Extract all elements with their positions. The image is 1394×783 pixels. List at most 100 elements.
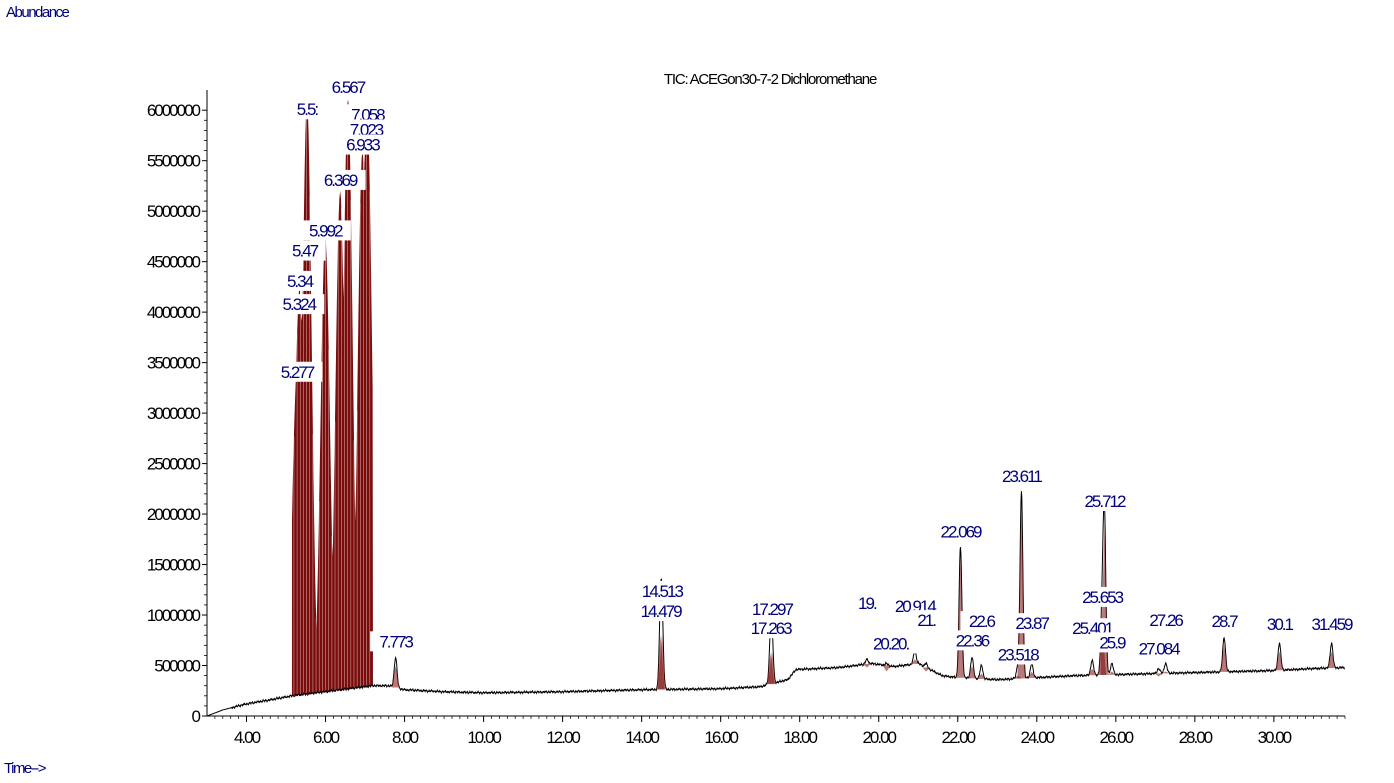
peak-label: 25.712 (1084, 492, 1126, 511)
peak-label-box (314, 169, 366, 190)
peak-label-box (991, 465, 1052, 486)
peak-label-box (1128, 638, 1189, 659)
peak-label: 6.369 (324, 171, 358, 190)
peak-fill (1220, 645, 1229, 672)
peak-label-box (273, 294, 325, 315)
peak-fill (922, 667, 931, 672)
peak-label-box (930, 521, 991, 542)
peak-label-box (370, 631, 422, 652)
peak-fill (767, 651, 776, 684)
peak-label: 22.36 (956, 631, 990, 650)
peak-label: 25.653 (1082, 588, 1124, 607)
x-tick-label: 16.00 (704, 728, 738, 747)
peak-fill (862, 664, 871, 668)
peak-label: 5.277 (281, 363, 315, 382)
x-axis-label: Time--> (4, 760, 47, 777)
peak-fill (882, 665, 891, 672)
y-tick-label: 2000000 (147, 505, 201, 524)
peak-label: 6.933 (346, 136, 380, 155)
peak-label: 23.87 (1015, 614, 1049, 633)
y-tick-label: 5500000 (147, 152, 201, 171)
peak-label-box (1140, 610, 1192, 631)
peak-label: 27.084 (1139, 639, 1181, 658)
peak-label: 5.992 (309, 221, 343, 240)
x-tick-label: 26.00 (1100, 728, 1134, 747)
peak-label-box (850, 592, 884, 613)
y-tick-label: 6000000 (147, 101, 201, 120)
peak-label-box (299, 220, 351, 241)
peak-label-box (283, 240, 326, 261)
peak-label: 23.518 (998, 645, 1040, 664)
peak-label: 30.1 (1267, 615, 1294, 634)
x-tick-label: 8.00 (392, 728, 419, 747)
peak-fill (1161, 671, 1170, 674)
peak-label-box (341, 104, 393, 125)
y-axis-label: Abundance (6, 4, 70, 21)
peak-label-box (1090, 632, 1133, 653)
y-tick-label: 4000000 (147, 303, 201, 322)
peak-fill (1327, 651, 1336, 668)
y-tick-label: 0 (192, 707, 201, 726)
peak-fill (1275, 651, 1284, 671)
x-tick-label: 20.00 (862, 728, 896, 747)
peak-label: 28.7 (1212, 612, 1239, 631)
y-tick-label: 3000000 (147, 404, 201, 423)
y-tick-label: 500000 (154, 657, 200, 676)
peak-label: 19. (858, 594, 877, 613)
peak-label: 6.567 (332, 78, 366, 97)
peak-label: 17.297 (752, 600, 794, 619)
peak-label-box (322, 77, 374, 98)
x-tick-label: 4.00 (234, 728, 261, 747)
peak-label-box (336, 134, 388, 155)
peak-label-box (630, 601, 691, 622)
peak-label: 14.479 (641, 602, 683, 621)
peak-label-box (946, 630, 998, 651)
peak-label-box (860, 633, 921, 654)
peak-label-box (285, 99, 328, 120)
chart-title: TIC: ACEGon30-7-2 Dichloromethane (664, 71, 877, 88)
peak-label-box (741, 599, 802, 620)
peak-fill (657, 634, 666, 690)
y-tick-label: 1500000 (147, 556, 201, 575)
peak-label: 5.47 (292, 242, 319, 261)
peak-fill (1088, 668, 1097, 676)
peak-fill (910, 659, 919, 664)
peak-label: 25.9 (1099, 633, 1126, 652)
y-tick-label: 4500000 (147, 253, 201, 272)
peak-label-box (1074, 490, 1135, 511)
x-tick-label: 18.00 (783, 728, 817, 747)
axes-group: 0 500000 1000000 1500000 2000000 2500000 30000… (147, 90, 1346, 747)
x-tick-label: 24.00 (1021, 728, 1055, 747)
peak-label-box (1006, 613, 1058, 634)
y-tick-label: 1000000 (147, 606, 201, 625)
peak-label: 20.20. (873, 634, 910, 653)
x-tick-label: 22.00 (941, 728, 975, 747)
peak-fill (391, 665, 400, 688)
peak-label: 7.773 (379, 632, 413, 651)
peak-label-box (909, 610, 943, 631)
peak-label-box (1258, 614, 1301, 635)
peak-fill (1107, 671, 1116, 675)
peak-fill (1154, 673, 1163, 677)
peak-fill (1027, 671, 1036, 678)
peak-label-box (271, 361, 323, 382)
x-tick-label: 6.00 (313, 728, 340, 747)
peak-label: 21. (917, 611, 936, 630)
peak-label: 22.069 (940, 522, 982, 541)
x-tick-label: 10.00 (467, 728, 501, 747)
peak-label: 23.611 (1002, 467, 1042, 486)
peak-label: 17.263 (751, 619, 793, 638)
x-tick-label: 14.00 (625, 728, 659, 747)
peak-label: 5.5: (297, 100, 319, 119)
peak-label: 5.324 (283, 295, 317, 314)
solvent-peak-fill (291, 100, 373, 696)
x-tick-label: 12.00 (546, 728, 580, 747)
peak-fill (977, 673, 986, 679)
x-tick-label: 30.00 (1258, 728, 1292, 747)
peak-label: 14.513 (642, 582, 684, 601)
peak-label-box (631, 580, 692, 601)
y-tick-label: 5000000 (147, 202, 201, 221)
peak-label-box (1203, 611, 1246, 632)
